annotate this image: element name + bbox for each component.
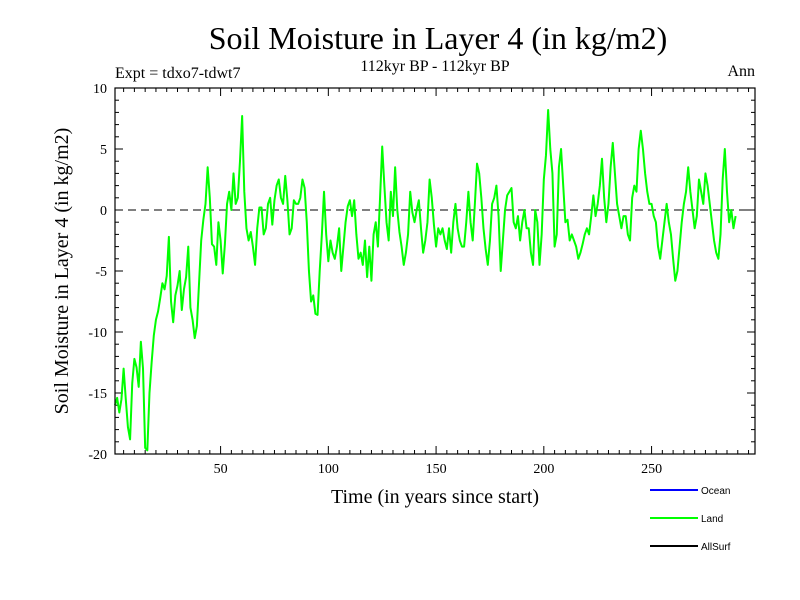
x-tick-label: 250 — [641, 462, 662, 477]
legend: Ocean Land AllSurf — [650, 486, 731, 553]
chart-title: Soil Moisture in Layer 4 (in kg/m2) — [209, 20, 668, 56]
x-tick-label: 150 — [426, 462, 447, 477]
y-axis-label: Soil Moisture in Layer 4 (in kg/m2) — [51, 128, 73, 415]
expt-label: Expt = tdxo7-tdwt7 — [115, 65, 240, 82]
legend-label-ocean: Ocean — [701, 486, 730, 497]
legend-label-allsurf: AllSurf — [701, 542, 731, 553]
y-tick-label: -10 — [88, 326, 107, 341]
y-tick-label: 5 — [100, 143, 107, 158]
y-tick-label: -20 — [88, 448, 107, 463]
y-tick-label: 10 — [93, 82, 107, 97]
chart-subtitle: 112kyr BP - 112kyr BP — [360, 58, 509, 75]
x-tick-label: 100 — [318, 462, 339, 477]
y-tick-label: -15 — [88, 387, 107, 402]
x-axis-label: Time (in years since start) — [331, 486, 539, 508]
y-tick-label: -5 — [95, 265, 107, 280]
series-line-land — [114, 108, 737, 452]
season-label: Ann — [727, 63, 755, 80]
legend-label-land: Land — [701, 514, 723, 525]
y-tick-label: 0 — [100, 204, 107, 219]
plot-frame — [114, 87, 756, 455]
x-tick-label: 50 — [214, 462, 228, 477]
x-tick-label: 200 — [533, 462, 554, 477]
